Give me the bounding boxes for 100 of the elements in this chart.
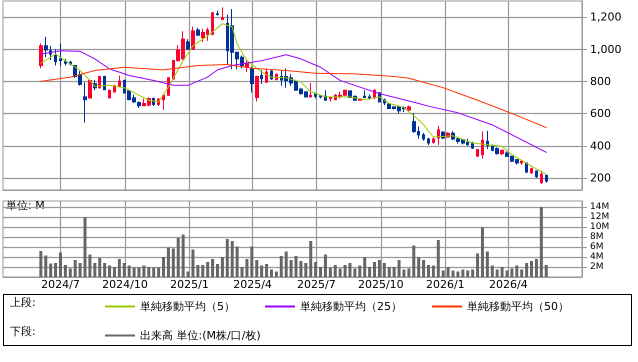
bar bbox=[58, 252, 62, 277]
candlestick bbox=[486, 130, 489, 150]
bar bbox=[54, 263, 58, 277]
bar bbox=[510, 268, 514, 277]
candlestick bbox=[221, 6, 224, 21]
bar bbox=[452, 270, 455, 277]
candlestick bbox=[216, 10, 219, 16]
y-tick-label: 1,200 bbox=[590, 10, 622, 24]
candlestick bbox=[113, 84, 116, 94]
bar bbox=[422, 260, 426, 277]
bar bbox=[182, 234, 185, 277]
candlestick bbox=[162, 94, 165, 111]
candlestick bbox=[118, 75, 121, 88]
candlestick bbox=[83, 82, 87, 124]
bar bbox=[270, 270, 273, 277]
bar bbox=[426, 265, 430, 277]
candlestick bbox=[265, 68, 268, 84]
candlestick bbox=[59, 42, 62, 67]
candlestick bbox=[545, 174, 548, 184]
legend-label: 単純移動平均（50） bbox=[466, 300, 569, 313]
bar bbox=[103, 263, 106, 277]
candlestick bbox=[530, 166, 533, 174]
y-tick-label: 14M bbox=[590, 202, 610, 212]
bar bbox=[196, 265, 200, 277]
bar bbox=[84, 217, 87, 277]
y-tick-label: 2M bbox=[590, 262, 604, 272]
candlestick bbox=[250, 66, 254, 94]
bar bbox=[294, 256, 298, 277]
bar bbox=[142, 266, 146, 277]
bar bbox=[132, 268, 136, 277]
bar bbox=[480, 228, 484, 277]
candlestick bbox=[437, 125, 440, 146]
bar bbox=[407, 268, 410, 277]
y-tick-label: 1,000 bbox=[590, 42, 622, 56]
bar bbox=[544, 265, 548, 277]
bar bbox=[328, 268, 332, 277]
y-tick-label: 400 bbox=[590, 139, 611, 152]
bar bbox=[236, 246, 239, 277]
bar bbox=[525, 263, 528, 277]
candlestick bbox=[196, 27, 200, 36]
bar bbox=[108, 266, 112, 277]
bar bbox=[456, 272, 460, 277]
bar bbox=[299, 261, 302, 277]
bar bbox=[186, 272, 190, 277]
bar bbox=[191, 250, 194, 277]
line-series bbox=[40, 23, 547, 175]
bar bbox=[250, 246, 254, 277]
bar bbox=[540, 207, 543, 277]
x-tick-label: 2024/10 bbox=[102, 278, 148, 291]
candlestick bbox=[363, 90, 366, 99]
bar bbox=[471, 270, 474, 277]
candlestick bbox=[481, 130, 484, 160]
bar bbox=[64, 265, 67, 277]
bar bbox=[530, 261, 534, 277]
legend-label: 単純移動平均（25） bbox=[300, 300, 402, 313]
candlestick bbox=[103, 75, 106, 91]
bar bbox=[446, 267, 450, 277]
candlestick bbox=[186, 38, 190, 51]
line-series bbox=[40, 64, 547, 128]
bar bbox=[112, 267, 116, 277]
x-tick-label: 2025/10 bbox=[358, 278, 404, 291]
candlestick bbox=[535, 170, 538, 178]
bar bbox=[290, 260, 293, 277]
bar bbox=[534, 259, 538, 277]
candlestick bbox=[260, 70, 263, 84]
bar bbox=[344, 265, 347, 277]
candlestick bbox=[427, 137, 430, 146]
bar bbox=[348, 263, 352, 277]
bar bbox=[240, 267, 244, 277]
candlestick bbox=[319, 94, 322, 99]
y-tick-label: 600 bbox=[590, 107, 611, 120]
candlestick bbox=[39, 42, 43, 69]
y-tick-label: 8M bbox=[590, 232, 604, 242]
bar bbox=[505, 270, 508, 277]
bar bbox=[211, 259, 214, 277]
bar bbox=[378, 260, 381, 277]
bar bbox=[314, 262, 318, 277]
bar bbox=[368, 267, 372, 277]
y-tick-label: 800 bbox=[590, 74, 611, 88]
bar bbox=[88, 254, 92, 277]
candlestick bbox=[88, 78, 92, 100]
candlestick bbox=[500, 149, 504, 156]
y-tick-label: 10M bbox=[590, 222, 610, 232]
text: 上段: bbox=[10, 296, 36, 309]
y-tick-label: 12M bbox=[590, 212, 610, 222]
candlestick bbox=[201, 28, 205, 42]
y-tick-label: 4M bbox=[590, 252, 604, 262]
bar bbox=[78, 263, 82, 277]
x-tick-label: 2024/7 bbox=[41, 278, 80, 291]
bar bbox=[118, 259, 121, 277]
legend-label: 単純移動平均（5） bbox=[140, 300, 235, 313]
bar bbox=[162, 257, 166, 277]
bar bbox=[486, 252, 489, 277]
bar bbox=[324, 254, 327, 277]
candlestick bbox=[329, 96, 332, 102]
x-tick-label: 2026/1 bbox=[426, 278, 465, 291]
candlestick bbox=[407, 105, 411, 112]
candlestick bbox=[98, 75, 101, 90]
bar bbox=[476, 254, 480, 277]
x-tick-label: 2025/7 bbox=[296, 278, 336, 291]
